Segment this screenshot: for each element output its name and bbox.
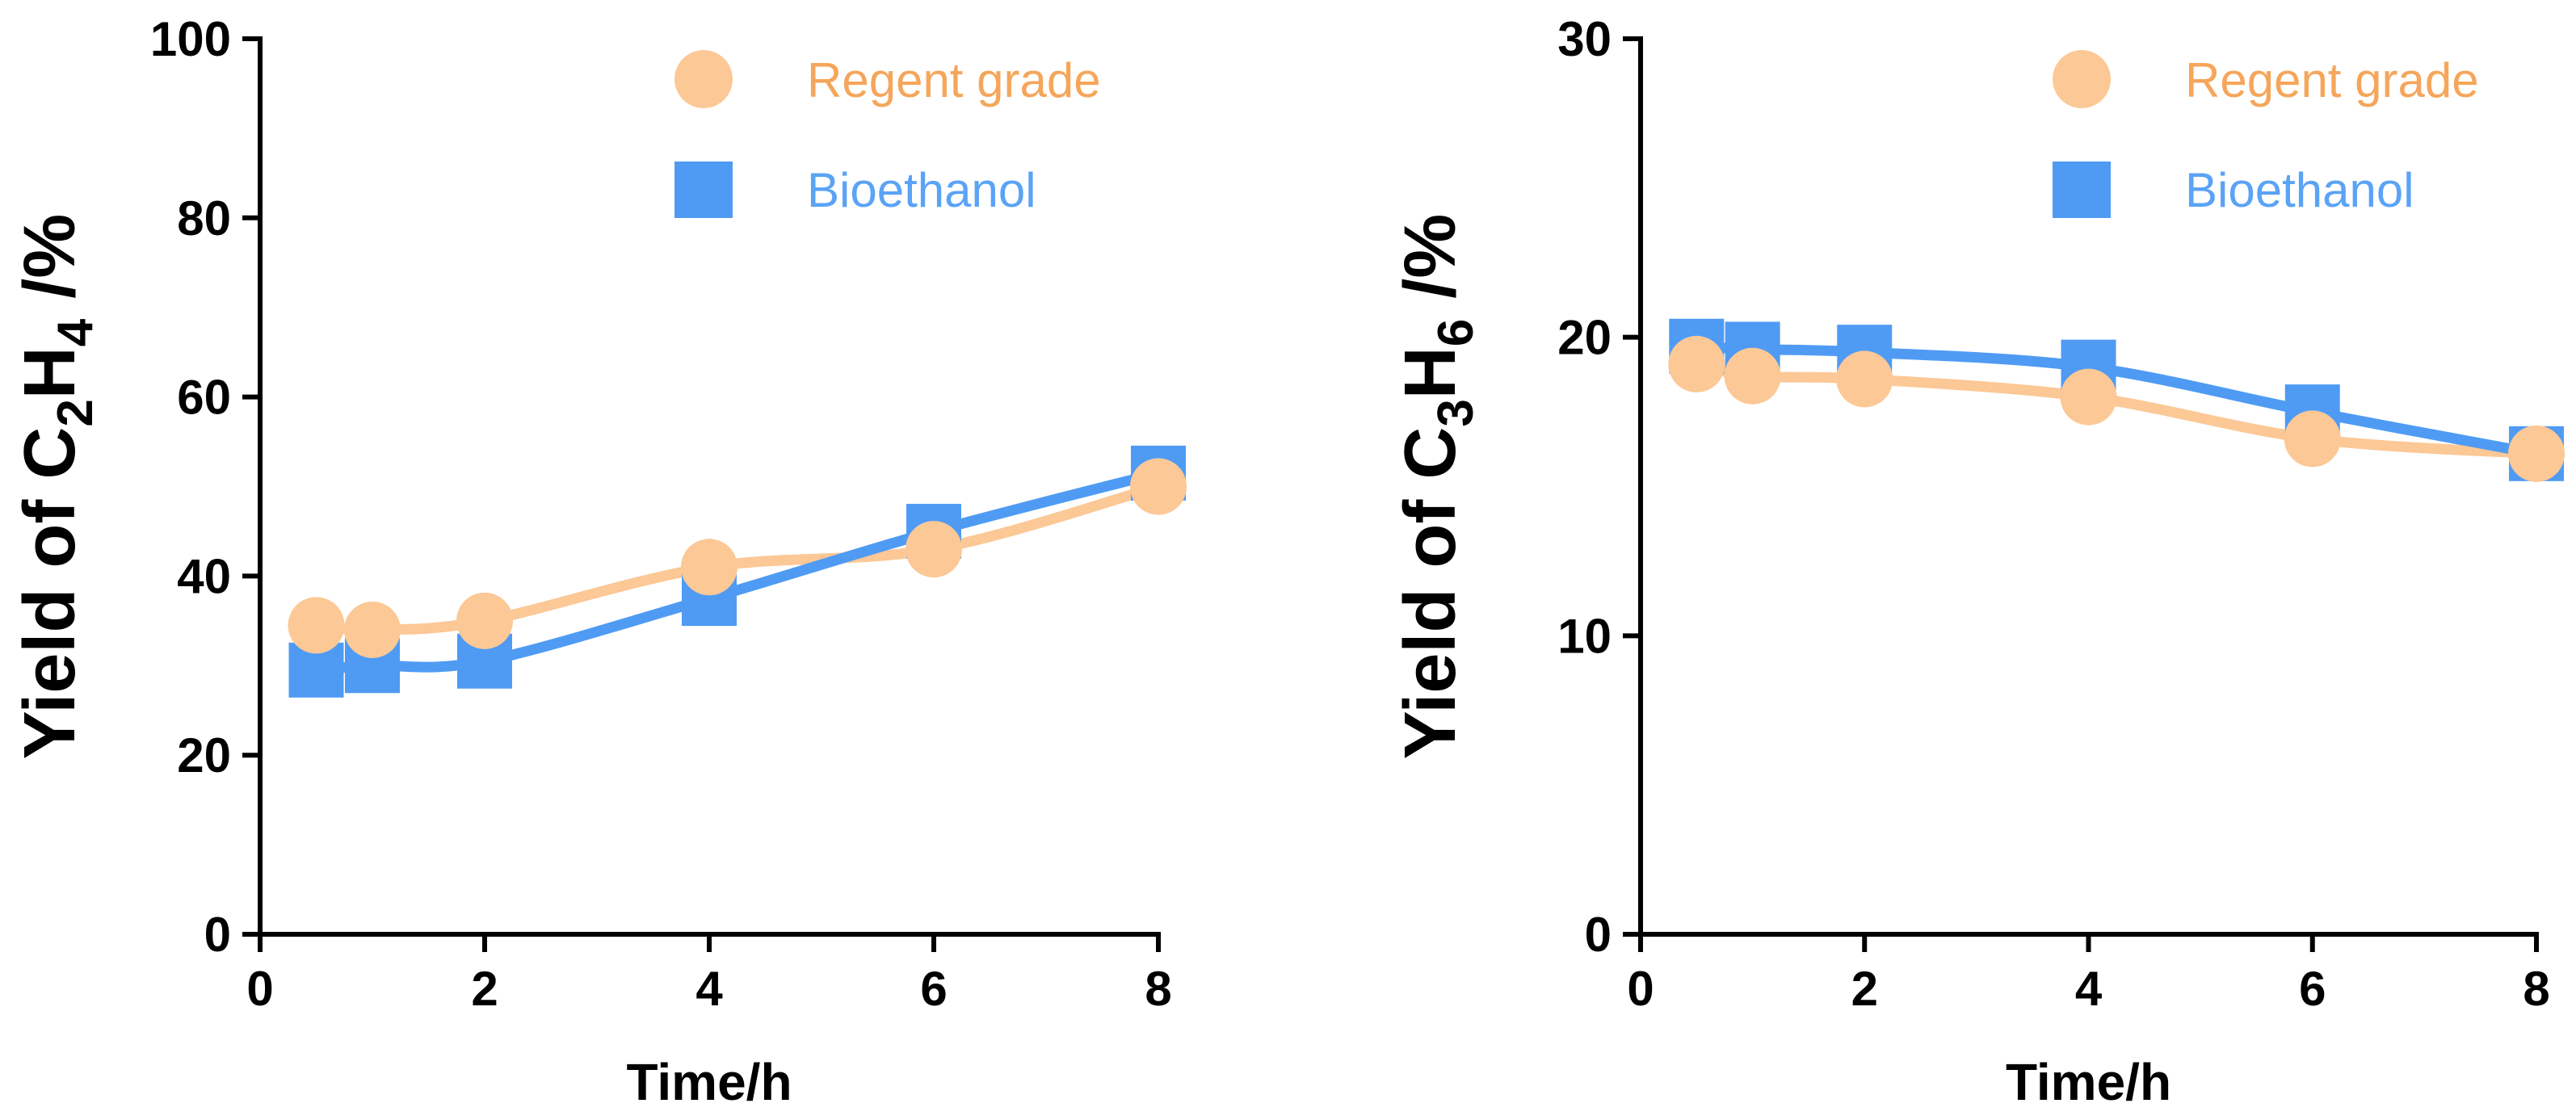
series-line-regent-grade [1691, 359, 2542, 459]
y-tick-label: 0 [1585, 908, 1612, 962]
y-tick-label: 0 [204, 908, 231, 962]
series-line-bioethanol [311, 468, 1164, 676]
legend-label-regent-grade: Regent grade [2185, 53, 2479, 107]
y-tick-label: 100 [150, 12, 231, 66]
x-tick-label: 8 [2523, 962, 2549, 1016]
data-point-regent-grade [1668, 335, 1725, 392]
y-tick-label: 40 [177, 549, 231, 603]
legend-label-regent-grade: Regent grade [807, 53, 1101, 107]
x-tick-label: 8 [1145, 962, 1171, 1016]
legend-marker-bioethanol [2053, 161, 2111, 218]
y-axis-title: Yield of C2H4 /% [10, 214, 103, 760]
x-tick-label: 4 [695, 962, 723, 1016]
y-tick-label: 20 [177, 728, 231, 782]
legend-marker-regent-grade [674, 50, 733, 108]
y-tick-label: 10 [1557, 609, 1612, 663]
legend-label-bioethanol: Bioethanol [807, 163, 1036, 217]
data-point-regent-grade [681, 539, 738, 596]
data-point-regent-grade [288, 597, 345, 654]
x-axis-title: Time/h [2006, 1053, 2171, 1111]
chart-panel-c2h4: 0 20 40 60 80 100 0 2 4 6 8 Time/h Yield of C2H4 /% R… [10, 12, 1187, 1111]
x-tick-label: 6 [2299, 962, 2326, 1016]
y-tick-label: 80 [177, 191, 231, 245]
data-point-regent-grade [2508, 425, 2565, 482]
data-point-regent-grade [2060, 368, 2117, 426]
data-point-regent-grade [1836, 350, 1893, 408]
data-point-regent-grade [1130, 458, 1187, 515]
x-tick-label: 4 [2075, 962, 2103, 1016]
x-tick-label: 2 [471, 962, 498, 1016]
legend-marker-regent-grade [2053, 50, 2111, 108]
x-tick-label: 0 [1627, 962, 1654, 1016]
x-tick-label: 6 [920, 962, 947, 1016]
legend-marker-bioethanol [674, 161, 733, 218]
data-point-regent-grade [906, 521, 962, 578]
y-tick-label: 30 [1557, 12, 1612, 66]
data-point-regent-grade [456, 592, 513, 649]
y-tick-label: 20 [1557, 311, 1612, 365]
y-tick-label: 60 [177, 371, 231, 425]
y-axis-title: Yield of C3H6 /% [1390, 214, 1484, 760]
legend-label-bioethanol: Bioethanol [2185, 163, 2414, 217]
chart-panel-c3h6: 0 10 20 30 0 2 4 6 8 Time/h Yield of C3H6 /% Regent… [1390, 12, 2565, 1111]
data-point-regent-grade [344, 601, 401, 658]
x-tick-label: 2 [1851, 962, 1878, 1016]
x-tick-label: 0 [246, 962, 273, 1016]
data-point-regent-grade [1724, 347, 1781, 405]
data-point-regent-grade [2284, 410, 2341, 468]
x-axis-title: Time/h [626, 1053, 792, 1111]
